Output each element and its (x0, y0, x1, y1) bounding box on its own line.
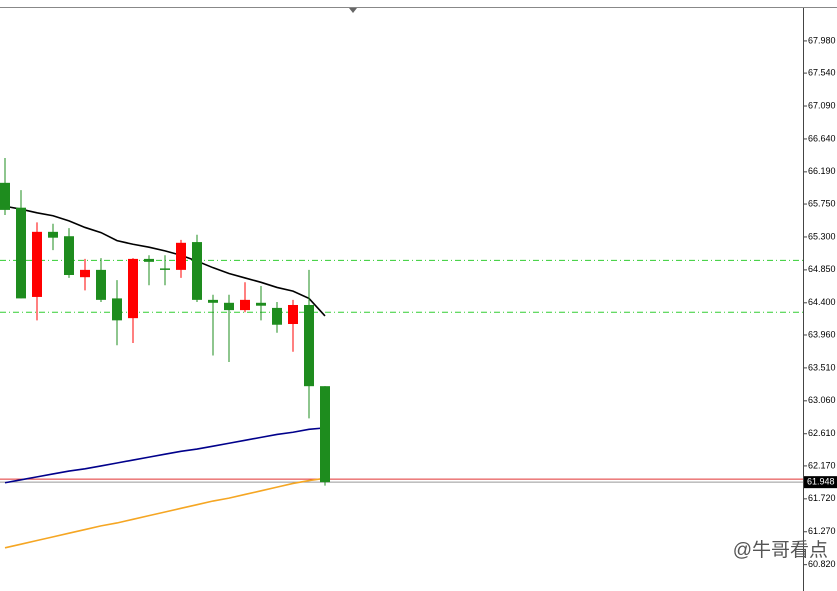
moving-average (4, 477, 326, 549)
candle-body (240, 299, 250, 311)
candle-body (256, 302, 266, 306)
y-tick-label: 60.820 (808, 559, 836, 569)
candle-body (128, 258, 138, 319)
y-tick-label: 67.980 (808, 35, 836, 45)
y-tick-label: 62.170 (808, 460, 836, 470)
candle-body (272, 307, 282, 325)
y-tick-label: 63.510 (808, 362, 836, 372)
y-tick-label: 65.300 (808, 231, 836, 241)
y-tick-label: 67.090 (808, 100, 836, 110)
plot-area: 67.980 67.540 67.090 66.640 66.190 65.750 65.3… (0, 35, 836, 569)
y-tick-label: 67.540 (808, 67, 836, 77)
candle-body (208, 299, 218, 303)
price-label-box (804, 476, 837, 489)
y-tick-label: 63.060 (808, 395, 836, 405)
candle-body (32, 231, 42, 297)
candle-body (48, 231, 58, 238)
candle-body (96, 269, 106, 300)
candle-body (0, 182, 10, 210)
y-tick-label: 65.750 (808, 198, 836, 208)
candle-body (64, 236, 74, 275)
moving-average (4, 427, 326, 484)
y-tick-label: 64.400 (808, 297, 836, 307)
candle-body (288, 304, 298, 325)
candle-body (224, 302, 234, 311)
candle-body (192, 242, 202, 300)
y-tick-label: 63.960 (808, 329, 836, 339)
candle-body (320, 386, 330, 483)
candle-body (16, 207, 26, 299)
moving-average (4, 205, 326, 317)
candle-body (160, 268, 170, 270)
candle-body (304, 304, 314, 387)
candle-body (112, 298, 122, 321)
y-tick-label: 66.640 (808, 133, 836, 143)
candle-body (80, 269, 90, 278)
candle-body (144, 258, 154, 262)
watermark: @牛哥看点 (733, 539, 828, 561)
y-tick-label: 64.850 (808, 264, 836, 274)
y-tick-label: 61.270 (808, 526, 836, 536)
y-tick-label: 62.610 (808, 428, 836, 438)
y-tick-label: 61.720 (808, 493, 836, 503)
price-label: 61.948 (807, 477, 835, 487)
shift-marker (349, 8, 357, 13)
candle-body (176, 242, 186, 270)
y-tick-label: 66.190 (808, 166, 836, 176)
